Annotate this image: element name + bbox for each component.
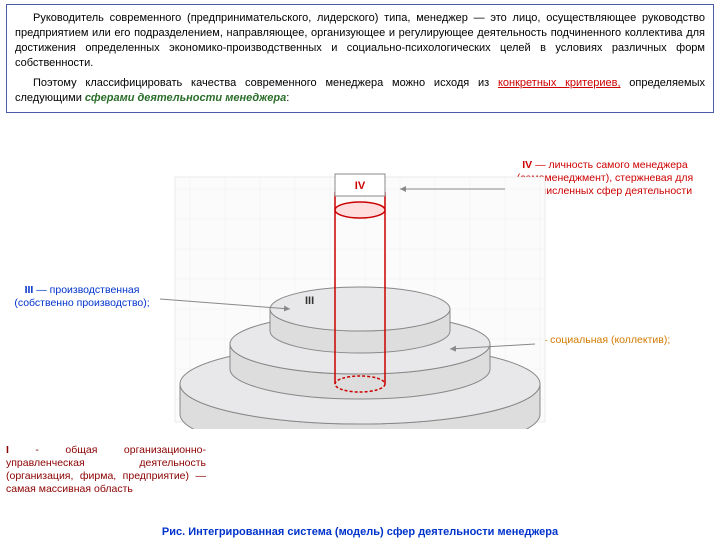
framed-text-box: Руководитель современного (предпринимате… [6,4,714,113]
paragraph-1: Руководитель современного (предпринимате… [15,11,705,70]
paragraph-2: Поэтому классифицировать качества соврем… [15,76,705,106]
label-i: I - общая организационно-управленческая … [6,444,206,497]
text-i: - общая организационно-управленческая де… [6,444,206,495]
figure-caption: Рис. Интегрированная система (модель) сф… [0,526,720,538]
svg-text:IV: IV [355,180,366,192]
para2-red: конкретных критериев, [498,77,621,89]
label-iii: III — производственная (собственно произ… [2,284,162,310]
diagram-area: IIIIIIIV [150,169,570,429]
diagram-svg: IIIIIIIV [150,169,570,429]
text-iii: — производственная (собственно производс… [14,284,149,309]
para2-part-c: : [286,92,289,104]
para2-part-a: Поэтому классифицировать качества соврем… [33,77,498,89]
svg-text:III: III [305,295,314,307]
para2-italic: сферами деятельности менеджера [85,92,286,104]
